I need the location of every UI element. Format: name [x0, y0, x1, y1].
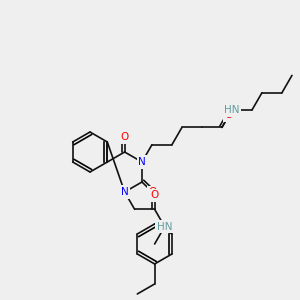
Text: O: O	[121, 132, 129, 142]
Text: HN: HN	[224, 105, 240, 115]
Text: N: N	[121, 187, 128, 197]
Text: O: O	[225, 110, 233, 120]
Text: HN: HN	[157, 222, 172, 232]
Text: O: O	[148, 188, 157, 197]
Text: N: N	[138, 157, 146, 167]
Text: O: O	[151, 190, 159, 200]
